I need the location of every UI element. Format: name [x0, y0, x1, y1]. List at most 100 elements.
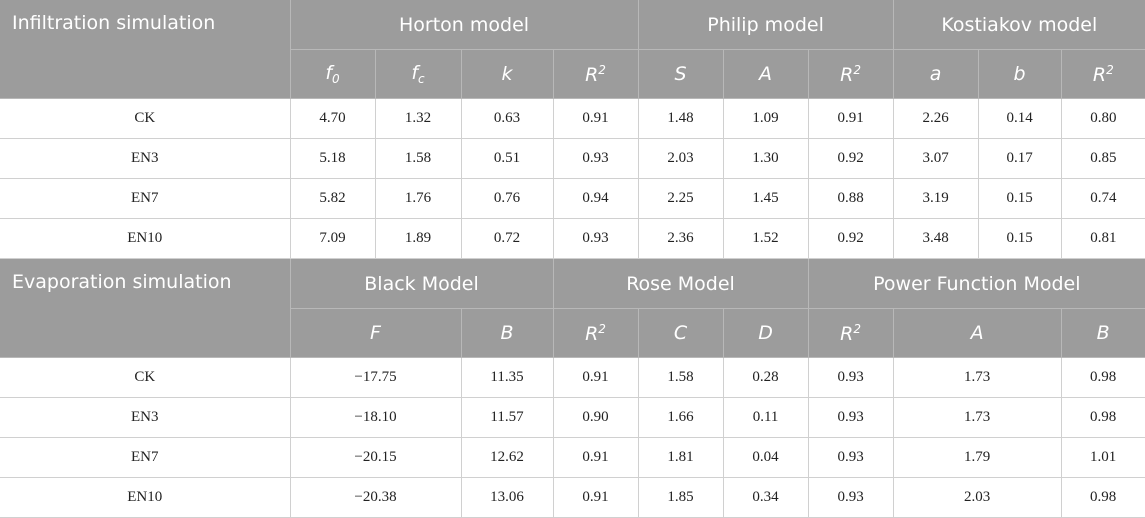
black-model-header: Black Model	[290, 258, 554, 309]
row-label: EN3	[0, 138, 291, 179]
table-cell: 0.91	[553, 477, 639, 518]
param-header: A	[893, 308, 1062, 358]
evaporation-section-title: Evaporation simulation	[0, 258, 291, 358]
kostiakov-model-header: Kostiakov model	[893, 0, 1145, 50]
table-cell: 0.04	[723, 437, 809, 478]
param-header: S	[638, 49, 724, 99]
table-row: EN10 7.09 1.89 0.72 0.93 2.36 1.52 0.92 3.48 0.15…	[0, 218, 1145, 259]
table-cell: 0.34	[723, 477, 809, 518]
table-cell: 11.35	[461, 357, 554, 398]
table-cell: 7.09	[290, 218, 376, 259]
table-cell: 0.74	[1061, 178, 1145, 219]
table-cell: 3.19	[893, 178, 979, 219]
table-cell: 1.52	[723, 218, 809, 259]
param-header: b	[978, 49, 1062, 99]
table-cell: 0.98	[1061, 477, 1145, 518]
table-cell: 0.93	[808, 477, 894, 518]
table-cell: 13.06	[461, 477, 554, 518]
param-header: R2	[553, 308, 639, 358]
table-cell: 1.76	[375, 178, 462, 219]
table-cell: −18.10	[290, 397, 462, 438]
table-cell: 1.32	[375, 98, 462, 139]
table-cell: 0.92	[808, 218, 894, 259]
table-cell: 0.81	[1061, 218, 1145, 259]
table-cell: 0.93	[808, 437, 894, 478]
param-header: C	[638, 308, 724, 358]
table-cell: 0.93	[553, 138, 639, 179]
param-header: B	[1061, 308, 1145, 358]
table-cell: 0.91	[553, 437, 639, 478]
table-cell: 2.36	[638, 218, 724, 259]
table-cell: 1.45	[723, 178, 809, 219]
param-header: R2	[553, 49, 639, 99]
table-cell: 1.73	[893, 357, 1062, 398]
table-cell: 0.11	[723, 397, 809, 438]
table-cell: 1.81	[638, 437, 724, 478]
power-function-model-header: Power Function Model	[808, 258, 1145, 309]
table-cell: 12.62	[461, 437, 554, 478]
param-header: A	[723, 49, 809, 99]
table-cell: 1.79	[893, 437, 1062, 478]
table-row: EN10−20.3813.060.911.850.340.932.030.980…	[0, 477, 1145, 518]
table-cell: 1.85	[638, 477, 724, 518]
table-cell: 1.73	[893, 397, 1062, 438]
param-header: a	[893, 49, 979, 99]
param-header: R2	[1061, 49, 1145, 99]
table-cell: 3.48	[893, 218, 979, 259]
param-header: k	[461, 49, 554, 99]
param-header: f0	[290, 49, 376, 99]
table-cell: 2.25	[638, 178, 724, 219]
table-cell: 0.17	[978, 138, 1062, 179]
table-cell: 5.82	[290, 178, 376, 219]
table-cell: 11.57	[461, 397, 554, 438]
table-row: EN3−18.1011.570.901.660.110.931.730.980.…	[0, 397, 1145, 438]
param-header: B	[461, 308, 554, 358]
table-cell: 1.89	[375, 218, 462, 259]
table-cell: 1.58	[638, 357, 724, 398]
table-cell: 0.51	[461, 138, 554, 179]
table-cell: 0.76	[461, 178, 554, 219]
table-cell: 0.63	[461, 98, 554, 139]
table-cell: 1.48	[638, 98, 724, 139]
table-cell: 0.98	[1061, 397, 1145, 438]
table-cell: 5.18	[290, 138, 376, 179]
param-header: R2	[808, 308, 894, 358]
horton-model-header: Horton model	[290, 0, 639, 50]
table-cell: 0.98	[1061, 357, 1145, 398]
table-cell: 0.88	[808, 178, 894, 219]
table-cell: 0.94	[553, 178, 639, 219]
table-row: EN7 5.82 1.76 0.76 0.94 2.25 1.45 0.88 3.19 0.15 0…	[0, 178, 1145, 219]
row-label: CK	[0, 357, 291, 398]
table-cell: 0.85	[1061, 138, 1145, 179]
table-cell: −20.15	[290, 437, 462, 478]
table-cell: 0.15	[978, 178, 1062, 219]
table-cell: 1.30	[723, 138, 809, 179]
table-row: CK−17.7511.350.911.580.280.931.730.980.9…	[0, 357, 1145, 398]
table-cell: 0.92	[808, 138, 894, 179]
row-label: EN7	[0, 178, 291, 219]
table-cell: 4.70	[290, 98, 376, 139]
table-cell: 0.28	[723, 357, 809, 398]
table-cell: −17.75	[290, 357, 462, 398]
infiltration-param-row: f0 fc k R2 S A R2 a b R2	[0, 49, 1145, 99]
evaporation-param-row: F B R2 C D R2 A B R2	[0, 308, 1145, 358]
table-cell: 0.93	[808, 357, 894, 398]
table-cell: 1.01	[1061, 437, 1145, 478]
row-label: EN10	[0, 477, 291, 518]
infiltration-header-row: Infiltration simulation Horton model Phi…	[0, 0, 1145, 99]
table-cell: 3.07	[893, 138, 979, 179]
param-header: D	[723, 308, 809, 358]
table-cell: 0.80	[1061, 98, 1145, 139]
rose-model-header: Rose Model	[553, 258, 809, 309]
infiltration-section-title: Infiltration simulation	[0, 0, 291, 99]
philip-model-header: Philip model	[638, 0, 894, 50]
table-cell: 0.72	[461, 218, 554, 259]
param-header: fc	[375, 49, 462, 99]
table-cell: 0.91	[553, 98, 639, 139]
table-cell: 2.03	[893, 477, 1062, 518]
row-label: EN7	[0, 437, 291, 478]
table-cell: 1.09	[723, 98, 809, 139]
param-header: R2	[808, 49, 894, 99]
evaporation-header-row: Evaporation simulation Black Model Rose …	[0, 258, 1145, 358]
